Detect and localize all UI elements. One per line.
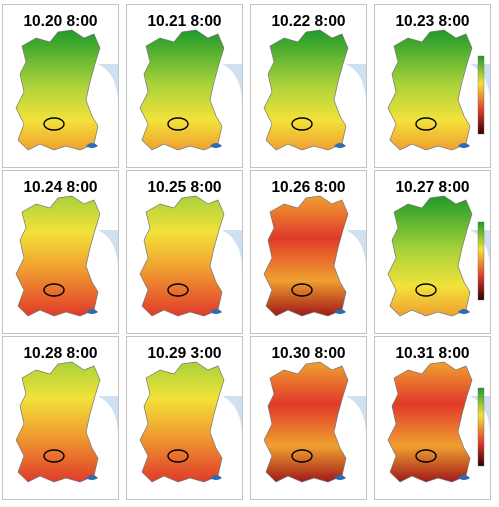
pollution-map — [2, 336, 119, 500]
logo-icon — [334, 143, 346, 148]
panel-title: 10.23 8:00 — [395, 13, 470, 30]
hotspot-ellipse — [415, 117, 437, 131]
panel-title: 10.26 8:00 — [271, 179, 346, 196]
panel-title: 10.29 3:00 — [147, 345, 222, 362]
region-fill — [15, 361, 101, 483]
map-panel: 10.29 3:00 — [126, 336, 243, 500]
panel-title: 10.21 8:00 — [147, 13, 222, 30]
logo-icon — [86, 309, 98, 314]
pollution-map — [2, 170, 119, 334]
legend-bar — [477, 387, 485, 467]
region-fill — [139, 29, 225, 151]
region-fill — [387, 29, 473, 151]
pollution-map — [374, 4, 491, 168]
region-fill — [15, 195, 101, 317]
logo-icon — [458, 143, 470, 148]
panel-title: 10.25 8:00 — [147, 179, 222, 196]
region-fill — [139, 195, 225, 317]
region-fill — [263, 195, 349, 317]
logo-icon — [458, 309, 470, 314]
panel-title: 10.31 8:00 — [395, 345, 470, 362]
pollution-map — [126, 4, 243, 168]
map-panel: 10.24 8:00 — [2, 170, 119, 334]
region-fill — [263, 29, 349, 151]
map-panel: 10.28 8:00 — [2, 336, 119, 500]
panel-title: 10.30 8:00 — [271, 345, 346, 362]
panel-title: 10.24 8:00 — [23, 179, 98, 196]
region-fill — [387, 361, 473, 483]
hotspot-ellipse — [43, 117, 65, 131]
map-panel: 10.27 8:00 — [374, 170, 491, 334]
hotspot-ellipse — [291, 283, 313, 297]
hotspot-ellipse — [291, 449, 313, 463]
logo-icon — [210, 309, 222, 314]
panel-title: 10.28 8:00 — [23, 345, 98, 362]
region-fill — [15, 29, 101, 151]
region-fill — [139, 361, 225, 483]
hotspot-ellipse — [43, 449, 65, 463]
hotspot-ellipse — [167, 283, 189, 297]
pollution-map — [250, 336, 367, 500]
region-fill — [263, 361, 349, 483]
map-panel: 10.23 8:00 — [374, 4, 491, 168]
legend-bar — [477, 221, 485, 301]
pollution-map — [374, 336, 491, 500]
logo-icon — [210, 475, 222, 480]
map-panel: 10.22 8:00 — [250, 4, 367, 168]
pollution-map — [126, 336, 243, 500]
region-fill — [387, 195, 473, 317]
map-panel: 10.25 8:00 — [126, 170, 243, 334]
logo-icon — [334, 309, 346, 314]
logo-icon — [210, 143, 222, 148]
hotspot-ellipse — [291, 117, 313, 131]
logo-icon — [458, 475, 470, 480]
hotspot-ellipse — [415, 449, 437, 463]
map-panel: 10.31 8:00 — [374, 336, 491, 500]
hotspot-ellipse — [43, 283, 65, 297]
logo-icon — [86, 143, 98, 148]
pollution-map — [250, 170, 367, 334]
logo-icon — [86, 475, 98, 480]
map-panel: 10.20 8:00 — [2, 4, 119, 168]
hotspot-ellipse — [167, 449, 189, 463]
pollution-map — [2, 4, 119, 168]
pollution-map — [250, 4, 367, 168]
panel-title: 10.27 8:00 — [395, 179, 470, 196]
hotspot-ellipse — [415, 283, 437, 297]
panel-title: 10.20 8:00 — [23, 13, 98, 30]
pollution-map — [126, 170, 243, 334]
pollution-map — [374, 170, 491, 334]
logo-icon — [334, 475, 346, 480]
hotspot-ellipse — [167, 117, 189, 131]
map-panel: 10.30 8:00 — [250, 336, 367, 500]
map-panel: 10.21 8:00 — [126, 4, 243, 168]
map-panel: 10.26 8:00 — [250, 170, 367, 334]
legend-bar — [477, 55, 485, 135]
panel-title: 10.22 8:00 — [271, 13, 346, 30]
